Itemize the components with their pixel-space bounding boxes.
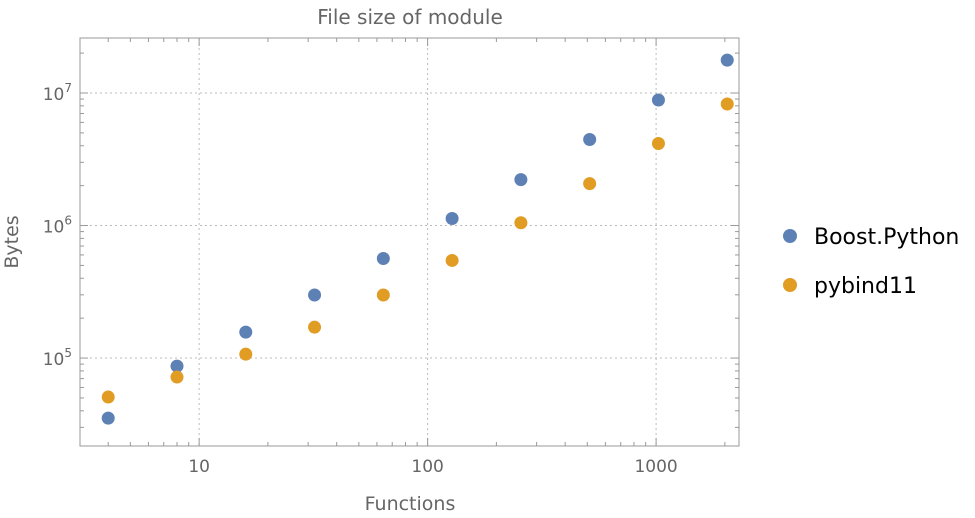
legend-label-pybind11: pybind11: [814, 274, 917, 299]
y-tick-label: 105: [43, 346, 72, 370]
data-point-pybind11: [170, 370, 184, 384]
data-point-boost-python: [514, 173, 528, 187]
data-point-boost-python: [720, 53, 734, 67]
data-point-boost-python: [239, 325, 253, 339]
data-point-pybind11: [720, 97, 734, 111]
plot-frame: [79, 37, 740, 447]
data-point-boost-python: [651, 93, 665, 107]
data-point-pybind11: [101, 390, 115, 404]
data-point-pybind11: [445, 253, 459, 267]
legend-marker-pybind11: [783, 278, 797, 292]
data-point-pybind11: [583, 177, 597, 191]
tick-labels: 10 100 1000 105 106 107: [43, 81, 678, 477]
x-tick-label: 100: [411, 457, 443, 477]
data-point-boost-python: [308, 288, 322, 302]
y-tick-label: 106: [43, 214, 72, 238]
legend-marker-boost-python: [783, 229, 797, 243]
data-point-boost-python: [170, 359, 184, 373]
data-point-pybind11: [308, 320, 322, 334]
data-point-boost-python: [445, 211, 459, 225]
data-points: [101, 53, 734, 425]
data-point-pybind11: [651, 136, 665, 150]
data-point-boost-python: [376, 251, 390, 265]
data-point-boost-python: [101, 411, 115, 425]
data-point-boost-python: [583, 132, 597, 146]
x-axis-label: Functions: [365, 493, 456, 513]
data-point-pybind11: [376, 288, 390, 302]
data-point-pybind11: [239, 347, 253, 361]
y-tick-label: 107: [43, 81, 72, 105]
legend-label-boost-python: Boost.Python: [814, 225, 959, 250]
legend: Boost.Python pybind11: [783, 225, 959, 299]
y-axis-label: Bytes: [1, 215, 23, 268]
data-point-pybind11: [514, 216, 528, 230]
x-tick-label: 10: [188, 457, 210, 477]
x-tick-label: 1000: [634, 457, 677, 477]
ticks: [80, 38, 739, 446]
grid: [80, 38, 739, 446]
chart-title: File size of module: [317, 5, 503, 29]
